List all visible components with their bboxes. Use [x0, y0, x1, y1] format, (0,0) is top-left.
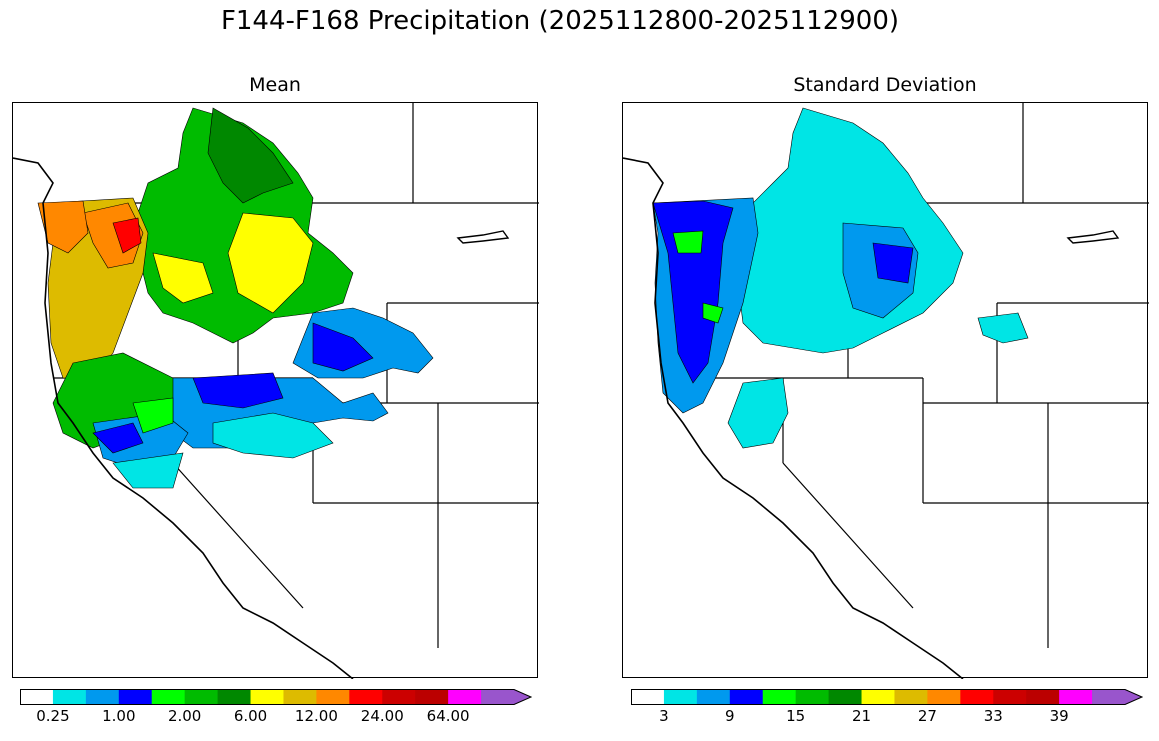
colorbar-segment — [118, 689, 153, 705]
colorbar-segment — [663, 689, 698, 705]
coastline — [13, 157, 354, 679]
colorbar-segment — [894, 689, 928, 705]
colorbar-outline — [20, 689, 533, 705]
mean-panel-title: Mean — [249, 74, 301, 96]
colorbar-segment — [1059, 689, 1093, 705]
colorbar-tick-label: 3 — [659, 707, 669, 725]
colorbar-segment — [795, 689, 830, 705]
colorbar-tick-label: 33 — [983, 707, 1003, 725]
colorbar-segment — [184, 689, 219, 705]
colorbar-segment — [448, 689, 482, 705]
colorbar-segment — [250, 689, 284, 705]
colorbar-segment — [631, 689, 665, 705]
stdev-map — [622, 102, 1149, 679]
mean-colorbar — [20, 689, 533, 705]
mean-map — [12, 102, 539, 679]
basin-regions — [652, 107, 1029, 449]
colorbar-segment — [696, 689, 731, 705]
figure-title: F144-F168 Precipitation (2025112800-2025… — [220, 6, 900, 36]
colorbar-segment — [85, 689, 120, 705]
colorbar-tick-label: 21 — [851, 707, 872, 725]
colorbar-segment — [20, 689, 54, 705]
colorbar-segment — [828, 689, 863, 705]
stdev-colorbar — [631, 689, 1144, 705]
colorbar-segment — [1026, 689, 1060, 705]
stdev-panel-title: Standard Deviation — [793, 74, 977, 96]
colorbar-segment — [382, 689, 416, 705]
colorbar-segment — [415, 689, 449, 705]
colorbar-tick-label: 39 — [1049, 707, 1069, 725]
colorbar-tick-label: 0.25 — [36, 707, 70, 725]
colorbar-segment — [349, 689, 383, 705]
colorbar-segment — [729, 689, 764, 705]
colorbar-tick-label: 9 — [725, 707, 735, 725]
colorbar-segment — [283, 689, 317, 705]
colorbar-segment — [993, 689, 1027, 705]
colorbar-outline — [631, 689, 1144, 705]
colorbar-segment — [151, 689, 186, 705]
colorbar-segment — [861, 689, 895, 705]
colorbar-tick-label: 64.00 — [426, 707, 470, 725]
colorbar-tick-label: 15 — [786, 707, 806, 725]
colorbar-tick-label: 6.00 — [233, 707, 268, 725]
colorbar-segment — [52, 689, 87, 705]
colorbar-segment — [217, 689, 252, 705]
coastline — [623, 157, 964, 679]
colorbar-tick-label: 24.00 — [360, 707, 404, 725]
colorbar-segment — [960, 689, 994, 705]
lake-outline — [1066, 230, 1120, 244]
colorbar-tick-label: 27 — [917, 707, 937, 725]
colorbar-tick-label: 1.00 — [102, 707, 136, 725]
colorbar-tick-label: 12.00 — [294, 707, 338, 725]
lake-outline — [456, 230, 510, 244]
colorbar-segment — [927, 689, 961, 705]
colorbar-segment — [1092, 689, 1142, 705]
colorbar-segment — [762, 689, 797, 705]
colorbar-segment — [481, 689, 531, 705]
basin-regions — [37, 107, 434, 489]
colorbar-tick-label: 2.00 — [167, 707, 202, 725]
colorbar-segment — [316, 689, 350, 705]
